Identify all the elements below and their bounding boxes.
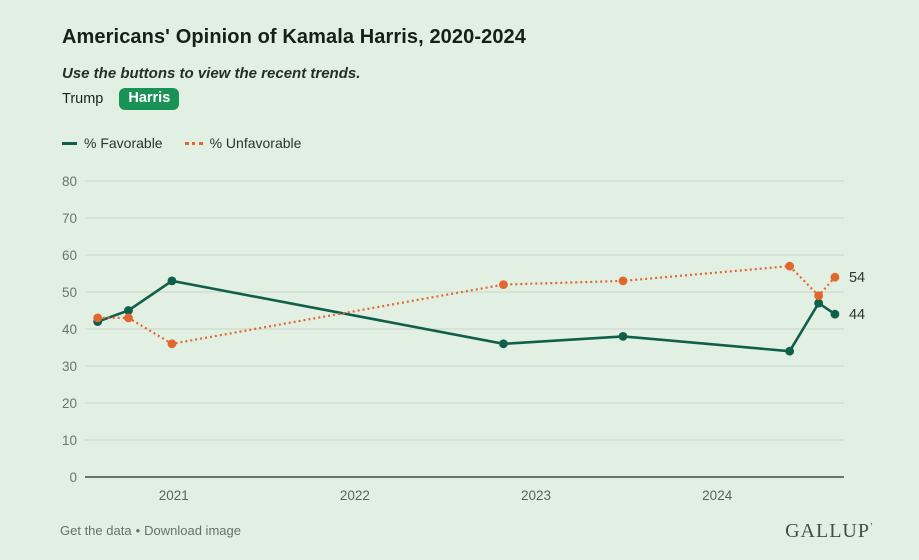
y-tick-label: 0 [69, 470, 77, 485]
gallup-logo: GALLUPʼ [785, 520, 873, 542]
chart-footer: Get the data • Download image GALLUPʼ [60, 520, 873, 543]
unfavorable-point [167, 339, 177, 349]
page-title: Americans' Opinion of Kamala Harris, 202… [62, 26, 526, 48]
unfavorable-line-swatch [184, 141, 203, 145]
y-tick-label: 60 [62, 248, 77, 263]
unfavorable-point [785, 261, 795, 271]
y-tick-label: 10 [62, 433, 77, 448]
legend-label-favorable: % Favorable [84, 135, 163, 151]
x-tick-label: 2021 [159, 488, 189, 503]
favorable-point [124, 306, 133, 315]
x-tick-label: 2024 [702, 488, 733, 503]
unfavorable-point [814, 291, 824, 301]
favorable-line-swatch [62, 141, 77, 145]
x-tick-label: 2022 [340, 488, 370, 503]
unfavorable-end-label: 54 [849, 270, 865, 286]
trump-button[interactable]: Trump [62, 89, 103, 110]
y-tick-label: 70 [62, 211, 77, 226]
unfavorable-line [97, 264, 836, 345]
favorable-line [97, 279, 836, 353]
favorable-point [618, 332, 628, 341]
harris-button[interactable]: Harris [119, 88, 180, 111]
favorable-end-label: 44 [849, 307, 865, 323]
x-tick-label: 2023 [521, 488, 551, 503]
unfavorable-point [124, 313, 133, 323]
unfavorable-point [618, 276, 628, 286]
brand-trademark: ʼ [870, 521, 873, 532]
legend-item-unfavorable: % Unfavorable [184, 135, 302, 151]
chart-legend: % Favorable % Unfavorable [62, 135, 301, 151]
y-tick-label: 80 [62, 174, 77, 189]
footer-separator: • [135, 523, 141, 538]
get-data-link[interactable]: Get the data [60, 523, 132, 538]
favorable-point [167, 276, 177, 286]
favorable-point [814, 298, 824, 308]
chart-subtitle: Use the buttons to view the recent trend… [62, 65, 361, 82]
y-tick-label: 30 [62, 359, 77, 374]
trend-toggle-buttons: Trump Harris [62, 88, 180, 111]
y-tick-label: 50 [62, 285, 77, 300]
legend-label-unfavorable: % Unfavorable [209, 135, 302, 151]
unfavorable-point [93, 313, 103, 323]
y-tick-label: 40 [62, 322, 77, 337]
favorable-point [499, 339, 508, 349]
download-image-link[interactable]: Download image [144, 523, 241, 538]
unfavorable-point [499, 280, 508, 289]
favorable-point [785, 346, 795, 356]
y-tick-label: 20 [62, 396, 77, 411]
footer-links: Get the data • Download image [60, 520, 241, 538]
favorable-point [830, 309, 840, 319]
unfavorable-point [830, 272, 840, 282]
legend-item-favorable: % Favorable [62, 135, 163, 151]
